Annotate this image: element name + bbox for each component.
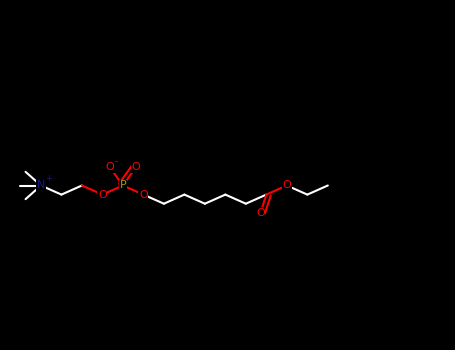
Text: -: - [115, 157, 118, 166]
Text: O: O [106, 162, 114, 172]
Text: O: O [131, 162, 140, 172]
Text: O: O [98, 190, 107, 200]
Text: O: O [256, 208, 265, 218]
Text: N: N [37, 181, 45, 190]
Text: O: O [139, 190, 148, 200]
Text: +: + [45, 174, 52, 183]
Text: P: P [120, 181, 126, 190]
Text: O: O [283, 181, 291, 190]
